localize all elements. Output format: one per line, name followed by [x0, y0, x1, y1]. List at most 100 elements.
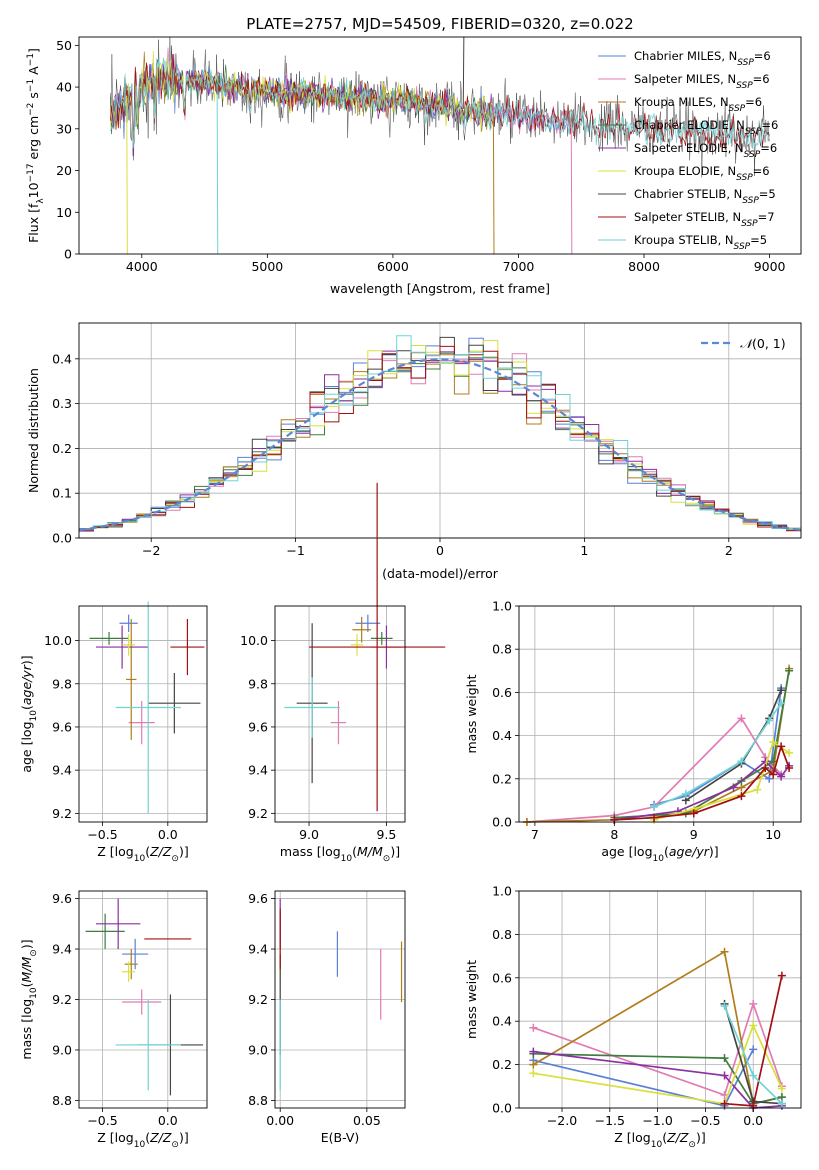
x-tick-label: −0.5 — [87, 1113, 117, 1128]
marker — [777, 742, 786, 751]
marker — [769, 757, 778, 766]
marker — [777, 686, 786, 695]
marker — [720, 1002, 729, 1011]
x-tick-label: 0.0 — [158, 827, 178, 842]
y-tick-label: 9.6 — [248, 891, 268, 906]
y-tick-label: 0.6 — [492, 685, 512, 700]
line — [614, 670, 790, 819]
x-tick-label: 9 — [690, 827, 698, 842]
mass-vs-ebv-panel: 0.00 0.05 8.8 9.0 9.2 9.4 9.6 E(B-V) — [248, 890, 406, 1145]
line — [526, 668, 790, 823]
y-tick-label: 0.0 — [492, 1101, 512, 1116]
line — [614, 743, 790, 821]
mass-vs-Z-panel: −0.5 0.0 8.8 9.0 9.2 9.4 9.6 Z [log10(Z/Z⊙)] mas… — [19, 890, 208, 1150]
errorbar-kroupa-stelib — [115, 601, 181, 814]
y-tick-label: 9.2 — [52, 806, 72, 821]
x-tick-label: 6000 — [377, 259, 409, 274]
y-axis-label: mass [log10(M/M⊙)] — [19, 939, 39, 1059]
y-tick-label: 0.4 — [492, 728, 512, 743]
errorbar-chabrier-elodie — [85, 913, 125, 950]
errorbar-salpeter-miles — [122, 989, 162, 1015]
spectrum-spike — [462, 37, 465, 109]
y-tick-label: 40 — [56, 80, 72, 95]
marker — [749, 1021, 758, 1030]
y-tick-label: 0.2 — [492, 771, 512, 786]
y-tick-label: 8.8 — [248, 1093, 268, 1108]
legend-label-normal: 𝒩(0, 1) — [740, 336, 786, 351]
y-axis-label: mass weight — [464, 960, 479, 1039]
y-tick-label: 9.2 — [248, 992, 268, 1007]
marker — [529, 1023, 538, 1032]
x-tick-label: −1 — [286, 543, 304, 558]
series-salpeter-stelib — [720, 971, 786, 1110]
errorbar-kroupa-stelib — [115, 999, 181, 1091]
figure-title: PLATE=2757, MJD=54509, FIBERID=0320, z=0… — [246, 15, 633, 33]
errorbar-chabrier-miles — [119, 614, 138, 632]
x-tick-label: 0.00 — [266, 1113, 294, 1128]
x-tick-label: 4000 — [126, 259, 158, 274]
series-kroupa-stelib — [650, 699, 786, 811]
series-salpeter-stelib — [610, 742, 794, 824]
errorbar-chabrier-miles — [355, 614, 381, 632]
x-tick-label: −2.0 — [547, 1113, 577, 1128]
errorbar-kroupa-elodie — [122, 634, 136, 656]
legend-label-kroupa-stelib: Kroupa STELIB, NSSP=5 — [634, 233, 767, 252]
y-tick-label: 9.4 — [52, 763, 72, 778]
line — [653, 702, 782, 808]
x-tick-label: −1.0 — [642, 1113, 672, 1128]
x-axis-label: (data-model)/error — [382, 566, 499, 581]
errorbar-salpeter-stelib — [170, 618, 205, 676]
x-tick-label: 2 — [725, 543, 733, 558]
errorbar-salpeter-miles — [128, 701, 155, 745]
x-tick-label: 0.0 — [158, 1113, 178, 1128]
errorbar-salpeter-stelib — [309, 482, 446, 812]
x-axis-label: wavelength [Angstrom, rest frame] — [330, 281, 550, 296]
y-tick-label: 0.4 — [52, 351, 72, 366]
age-vs-mass-panel: 9.0 9.5 9.2 9.4 9.6 9.8 10.0 mass [log10(M/M⊙)] — [240, 482, 446, 864]
y-tick-label: 9.6 — [52, 891, 72, 906]
line — [614, 760, 790, 821]
marker — [749, 999, 758, 1008]
line — [533, 1052, 783, 1105]
y-tick-label: 9.4 — [248, 942, 268, 957]
marker — [777, 1099, 786, 1108]
marker — [529, 1060, 538, 1069]
marker — [749, 1045, 758, 1054]
mass-weight-vs-Z-panel: −2.0 −1.5 −1.0 −0.5 0.0 0.0 0.2 0.4 0.6 0.8 1.0 Z [… — [464, 884, 802, 1150]
y-tick-label: 0.6 — [492, 970, 512, 985]
y-tick-label: 0.3 — [52, 396, 72, 411]
x-tick-label: 1 — [580, 543, 588, 558]
histogram-kroupa-stelib — [79, 335, 801, 533]
errorbar-kroupa-miles — [352, 616, 371, 643]
spectrum-legend: Chabrier MILES, NSSP=6 Salpeter MILES, NS… — [598, 49, 778, 252]
marker — [769, 770, 778, 779]
x-tick-label: 8000 — [628, 259, 660, 274]
x-tick-label: 0.0 — [743, 1113, 763, 1128]
errorbar-salpeter-miles — [330, 701, 347, 745]
spectrum-line-kroupa-stelib — [110, 57, 770, 149]
y-tick-label: 0.0 — [52, 531, 72, 546]
y-tick-label: 8.8 — [52, 1093, 72, 1108]
marker — [785, 748, 794, 757]
y-tick-label: 9.8 — [248, 676, 268, 691]
y-tick-label: 0.4 — [492, 1014, 512, 1029]
y-tick-label: 1.0 — [492, 884, 512, 899]
errorbar-kroupa-elodie — [122, 961, 136, 982]
y-tick-label: 9.4 — [248, 763, 268, 778]
errorbar-chabrier-elodie — [89, 631, 129, 645]
y-axis-label: age [log10(age/yr)] — [19, 655, 39, 772]
marker — [681, 789, 690, 798]
line — [533, 1023, 783, 1105]
y-axis-label: Flux [fλ10−17 erg cm−2 s−1 A−1] — [26, 48, 46, 243]
series-kroupa-elodie — [650, 738, 794, 824]
x-tick-label: 0.05 — [353, 1113, 381, 1128]
marker — [777, 699, 786, 708]
marker — [777, 1084, 786, 1093]
series-kroupa-stelib — [720, 1002, 786, 1108]
x-tick-label: 8 — [610, 827, 618, 842]
series-chabrier-elodie — [610, 666, 794, 822]
errorbar-salpeter-elodie — [95, 625, 149, 669]
x-tick-label: −0.5 — [690, 1113, 720, 1128]
marker — [650, 813, 659, 822]
